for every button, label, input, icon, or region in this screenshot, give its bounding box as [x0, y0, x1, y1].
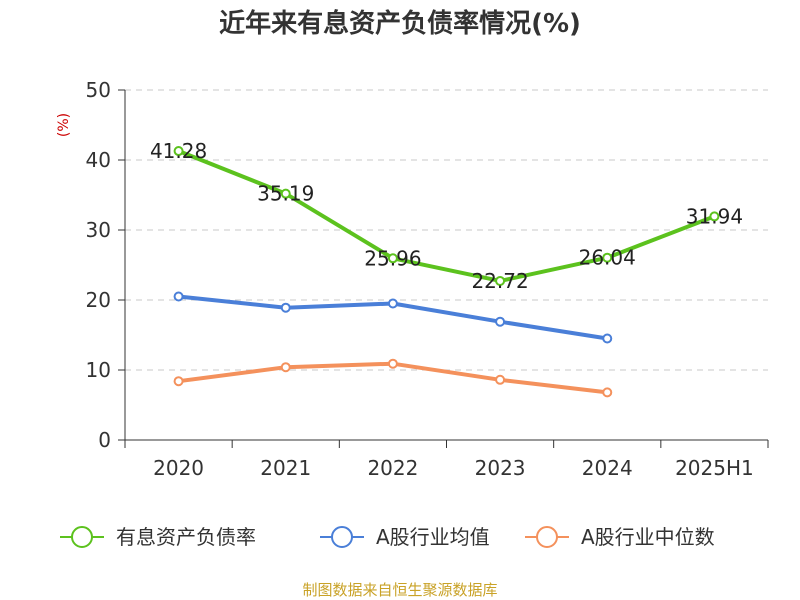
series-line-0	[176, 149, 717, 283]
x-tick-label: 2021	[260, 456, 311, 480]
legend-item: A股行业均值	[320, 525, 490, 549]
data-point	[280, 362, 291, 373]
axes: 0 10 20 30 40 50 2020 2021 2022 2023 2024 2025H1	[86, 78, 769, 480]
data-labels: 41.28 35.19 25.96 22.72 26.04 31.94	[150, 139, 743, 293]
data-label: 31.94	[686, 204, 743, 228]
legend-item: A股行业中位数	[525, 525, 715, 549]
source-note: 制图数据来自恒生聚源数据库	[302, 581, 497, 599]
legend-label: 有息资产负债率	[116, 525, 256, 549]
data-label: 26.04	[579, 246, 636, 270]
data-point	[387, 253, 398, 264]
chart-title: 近年来有息资产负债率情况(%)	[219, 8, 581, 39]
y-tick-label: 10	[86, 358, 111, 382]
legend: 有息资产负债率 A股行业均值 A股行业中位数	[60, 525, 715, 549]
data-label: 25.96	[364, 246, 421, 270]
y-tick-label: 20	[86, 288, 111, 312]
legend-marker	[71, 526, 93, 548]
data-label: 22.72	[471, 269, 528, 293]
data-point	[495, 275, 506, 286]
data-point	[602, 252, 613, 263]
x-tick-label: 2020	[153, 456, 204, 480]
y-tick-label: 0	[98, 428, 111, 452]
data-point	[495, 374, 506, 385]
data-label: 35.19	[257, 182, 314, 206]
x-tick-label: 2022	[367, 456, 418, 480]
x-tick-label: 2024	[582, 456, 633, 480]
y-tick-label: 50	[86, 78, 111, 102]
data-point	[602, 333, 613, 344]
x-tick-label: 2023	[475, 456, 526, 480]
x-tick-label: 2025H1	[675, 456, 754, 480]
data-point	[173, 291, 184, 302]
legend-marker	[536, 526, 558, 548]
data-point	[387, 358, 398, 369]
data-point	[173, 376, 184, 387]
data-point	[173, 146, 184, 157]
data-point	[602, 387, 613, 398]
data-point	[280, 188, 291, 199]
legend-marker	[331, 526, 353, 548]
y-tick-label: 30	[86, 218, 111, 242]
data-point	[387, 298, 398, 309]
legend-label: A股行业均值	[376, 525, 490, 549]
y-tick-label: 40	[86, 148, 111, 172]
data-point	[495, 316, 506, 327]
data-label: 41.28	[150, 139, 207, 163]
data-point	[280, 302, 291, 313]
data-point	[709, 211, 720, 222]
series-group	[173, 146, 720, 398]
legend-item: 有息资产负债率	[60, 525, 256, 549]
gridlines	[125, 89, 768, 371]
legend-label: A股行业中位数	[581, 525, 715, 549]
y-axis-unit: (%)	[56, 113, 72, 137]
